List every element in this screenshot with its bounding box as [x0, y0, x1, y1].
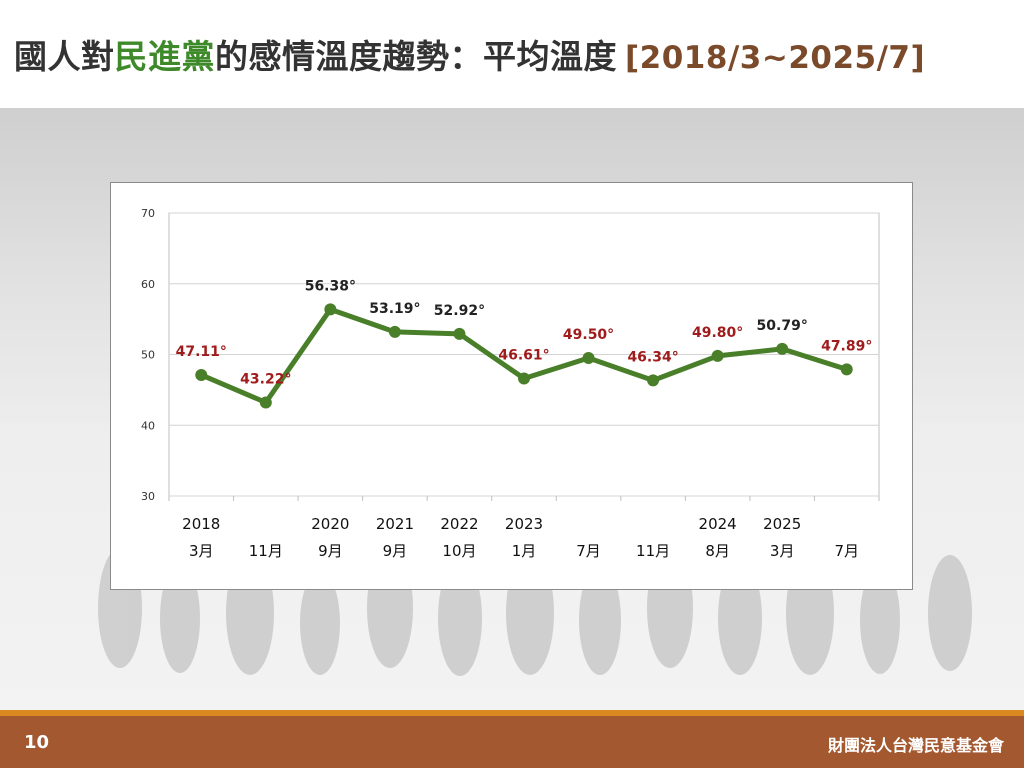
data-label: 52.92° — [434, 303, 485, 319]
y-tick-label-70: 70 — [141, 207, 155, 220]
data-point — [518, 372, 530, 385]
y-tick-label-50: 50 — [141, 349, 155, 362]
x-tick-year-label: 2024 — [699, 515, 737, 533]
x-tick-month-label: 11月 — [249, 542, 283, 560]
data-point — [453, 327, 466, 340]
slide-title: 國人對民進黨的感情溫度趨勢：平均溫度 [2018/3~2025/7] — [14, 30, 925, 78]
chart-panel: 30 40 50 60 70 2018 3月 11月 2020 9月 2021 9月 2022 10月 2… — [110, 182, 913, 590]
data-point — [840, 363, 853, 376]
x-tick-month-label: 9月 — [383, 542, 408, 560]
x-tick-month-label: 10月 — [442, 542, 476, 560]
x-tick-month-label: 8月 — [705, 542, 730, 560]
x-tick-month-label: 7月 — [576, 542, 601, 560]
data-label: 47.89° — [821, 338, 872, 354]
footer: 10 財團法人台灣民意基金會 — [0, 716, 1024, 768]
data-points — [195, 303, 853, 409]
data-label: 46.61° — [498, 347, 549, 363]
footer-stripe — [0, 710, 1024, 716]
data-label: 43.22° — [240, 371, 291, 387]
y-tick-label-40: 40 — [141, 419, 155, 432]
data-point — [711, 349, 724, 362]
organization-name: 財團法人台灣民意基金會 — [827, 736, 1004, 755]
x-tick-year-label: 2025 — [763, 515, 801, 533]
x-tick-month-label: 1月 — [512, 542, 537, 560]
x-tick-month-label: 7月 — [834, 542, 859, 560]
x-tick-year-label: 2022 — [440, 515, 478, 533]
data-label: 49.50° — [563, 327, 614, 343]
data-label: 47.11° — [176, 344, 227, 360]
data-point — [195, 368, 208, 381]
y-axis-ticks: 30 40 50 60 70 — [141, 207, 155, 503]
data-point — [582, 352, 595, 365]
data-label: 46.34° — [627, 349, 678, 365]
data-label: 50.79° — [757, 318, 808, 334]
x-tick-month-label: 9月 — [318, 542, 343, 560]
data-labels: 47.11° 43.22° 56.38° 53.19° 52.92° 46.61° 49.5… — [176, 278, 873, 387]
title-part1: 國人對 — [14, 37, 115, 76]
data-label: 53.19° — [369, 301, 420, 317]
x-tick-month-label: 3月 — [189, 542, 214, 560]
data-point — [324, 303, 337, 316]
title-date-range: [2018/3~2025/7] — [625, 40, 926, 76]
x-tick-year-label: 2018 — [182, 515, 220, 533]
x-tick-month-label: 11月 — [636, 542, 670, 560]
data-label: 49.80° — [692, 325, 743, 341]
y-tick-label-30: 30 — [141, 490, 155, 503]
title-part2: 的感情溫度趨勢：平均溫度 — [215, 37, 617, 76]
data-point — [259, 396, 272, 409]
data-label: 56.38° — [305, 278, 356, 294]
data-point — [388, 325, 401, 338]
x-tick-year-label: 2021 — [376, 515, 414, 533]
title-party: 民進黨 — [114, 37, 215, 76]
gridlines — [168, 212, 880, 501]
x-axis-ticks: 2018 3月 11月 2020 9月 2021 9月 2022 10月 2023 1月 7月 11月 2… — [182, 515, 859, 560]
x-tick-year-label: 2020 — [311, 515, 349, 533]
data-point — [647, 374, 660, 387]
x-tick-month-label: 3月 — [770, 542, 795, 560]
y-tick-label-60: 60 — [141, 278, 155, 291]
x-tick-year-label: 2023 — [505, 515, 543, 533]
page-number: 10 — [24, 732, 50, 753]
title-bar: 國人對民進黨的感情溫度趨勢：平均溫度 [2018/3~2025/7] — [0, 0, 1024, 108]
data-point — [776, 342, 789, 355]
